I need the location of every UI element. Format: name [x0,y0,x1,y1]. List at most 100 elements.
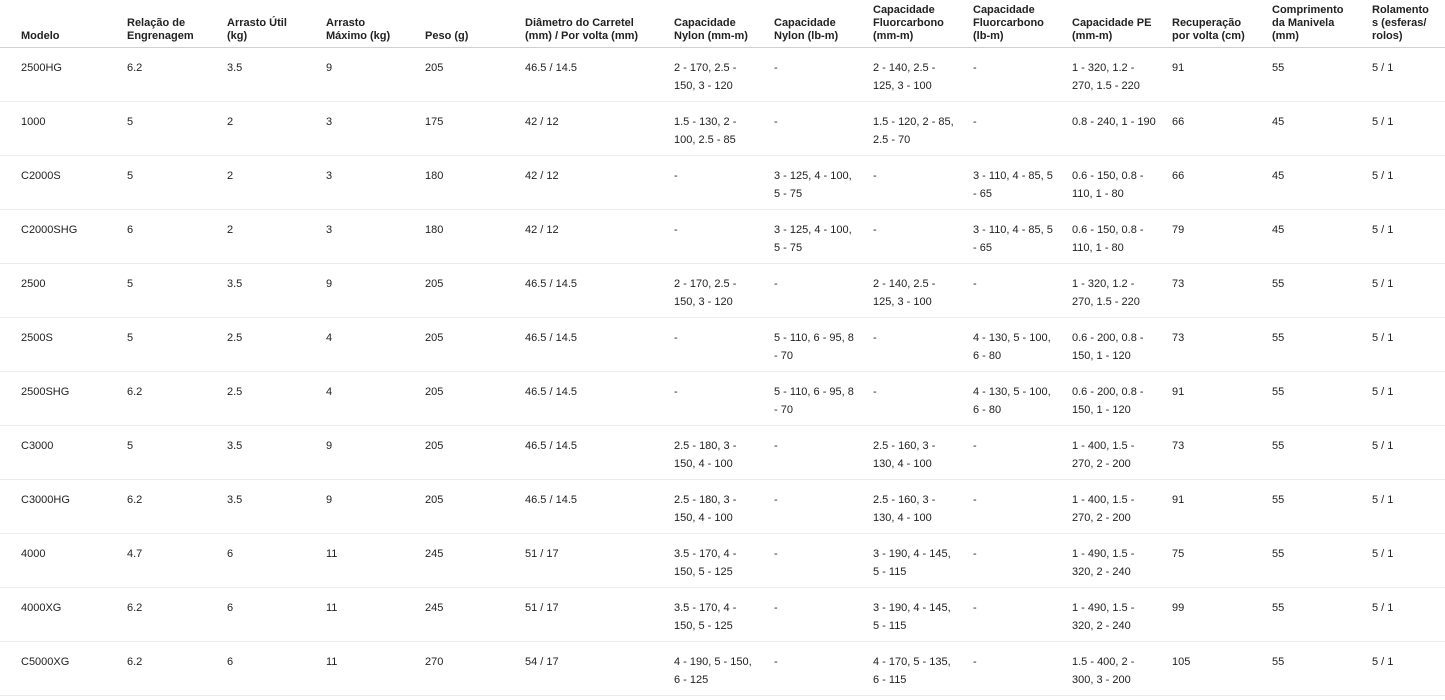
table-body: 2500HG 6.2 3.5 9 205 46.5 / 14.5 2 - 170, 2.5 … [0,47,1445,696]
table-cell: 91 [1172,371,1272,426]
table-cell: 1 - 490, 1.5 - 320, 2 - 240 [1072,587,1172,642]
table-cell: 205 [425,263,525,318]
table-cell: 5 / 1 [1372,533,1445,588]
table-cell: - [973,425,1072,480]
table-cell: 91 [1172,47,1272,102]
table-cell: - [774,425,873,480]
table-cell: 4 [326,371,425,426]
table-cell: 2 [227,101,326,156]
table-cell: 2 [227,209,326,264]
table-cell: 6.2 [127,641,227,696]
table-cell: C3000 [0,425,127,480]
table-cell: 1000 [0,101,127,156]
table-cell: 3 - 190, 4 - 145, 5 - 115 [873,533,973,588]
table-cell: 6.2 [127,587,227,642]
table-cell: - [774,47,873,102]
table-cell: 4 - 190, 5 - 150, 6 - 125 [674,641,774,696]
table-cell: 11 [326,641,425,696]
table-cell: - [674,317,774,372]
table-cell: C5000XG [0,641,127,696]
table-cell: 55 [1272,641,1372,696]
table-cell: 1.5 - 400, 2 - 300, 3 - 200 [1072,641,1172,696]
table-cell: - [873,317,973,372]
table-row: C3000HG 6.2 3.5 9 205 46.5 / 14.5 2.5 - 180, 3… [0,479,1445,534]
table-cell: 46.5 / 14.5 [525,47,674,102]
table-cell: 205 [425,317,525,372]
table-cell: 175 [425,101,525,156]
column-header: Capacidade PE (mm-m) [1072,0,1172,48]
table-cell: 9 [326,425,425,480]
column-header: Arrasto Útil (kg) [227,0,326,48]
table-cell: 11 [326,587,425,642]
table-cell: 0.6 - 150, 0.8 - 110, 1 - 80 [1072,209,1172,264]
table-cell: 79 [1172,209,1272,264]
table-cell: 46.5 / 14.5 [525,425,674,480]
table-cell: 5 [127,425,227,480]
table-cell: 73 [1172,263,1272,318]
table-cell: 2500S [0,317,127,372]
table-cell: 2 - 170, 2.5 - 150, 3 - 120 [674,47,774,102]
table-cell: 99 [1172,587,1272,642]
table-cell: 3 - 125, 4 - 100, 5 - 75 [774,209,873,264]
column-header: Relação de Engrenagem [127,0,227,48]
table-cell: - [774,101,873,156]
table-row: 2500S 5 2.5 4 205 46.5 / 14.5-5 - 110, 6 - 95… [0,317,1445,372]
table-cell: 205 [425,425,525,480]
table-cell: 0.6 - 150, 0.8 - 110, 1 - 80 [1072,155,1172,210]
table-cell: 6.2 [127,371,227,426]
table-cell: 51 / 17 [525,533,674,588]
column-header: Arrasto Máximo (kg) [326,0,425,48]
table-cell: - [973,479,1072,534]
table-cell: 46.5 / 14.5 [525,263,674,318]
table-cell: 5 / 1 [1372,425,1445,480]
table-row: 2500 5 3.5 9 205 46.5 / 14.5 2 - 170, 2.5 - 15… [0,263,1445,318]
table-cell: 0.6 - 200, 0.8 - 150, 1 - 120 [1072,371,1172,426]
table-cell: 1.5 - 130, 2 - 100, 2.5 - 85 [674,101,774,156]
table-cell: 4 - 130, 5 - 100, 6 - 80 [973,317,1072,372]
table-cell: 180 [425,209,525,264]
table-cell: 66 [1172,155,1272,210]
table-cell: 55 [1272,533,1372,588]
table-cell: 91 [1172,479,1272,534]
table-cell: 46.5 / 14.5 [525,479,674,534]
table-cell: 4 - 170, 5 - 135, 6 - 115 [873,641,973,696]
table-cell: 5 / 1 [1372,641,1445,696]
table-cell: 3 - 110, 4 - 85, 5 - 65 [973,209,1072,264]
table-cell: 3 [326,155,425,210]
table-cell: - [973,101,1072,156]
table-cell: 5 / 1 [1372,587,1445,642]
table-cell: - [973,587,1072,642]
table-cell: 3 [326,209,425,264]
table-cell: 6.2 [127,479,227,534]
table-cell: 6 [227,641,326,696]
table-row: C3000 5 3.5 9 205 46.5 / 14.5 2.5 - 180, 3 - 1… [0,425,1445,480]
table-cell: 3.5 - 170, 4 - 150, 5 - 125 [674,587,774,642]
table-cell: 5 [127,317,227,372]
table-cell: 5 - 110, 6 - 95, 8 - 70 [774,371,873,426]
table-cell: 55 [1272,371,1372,426]
table-cell: 2.5 [227,371,326,426]
table-cell: 205 [425,371,525,426]
table-cell: 55 [1272,425,1372,480]
table-cell: 0.8 - 240, 1 - 190 [1072,101,1172,156]
table-cell: 3.5 [227,47,326,102]
column-header: Capacidade Fluorcarbono (lb-m) [973,0,1072,48]
table-cell: 55 [1272,587,1372,642]
column-header: Capacidade Fluorcarbono (mm-m) [873,0,973,48]
table-cell: 2.5 [227,317,326,372]
table-cell: 5 [127,101,227,156]
table-cell: 46.5 / 14.5 [525,317,674,372]
table-cell: 2 - 140, 2.5 - 125, 3 - 100 [873,47,973,102]
table-cell: 51 / 17 [525,587,674,642]
table-cell: 3.5 - 170, 4 - 150, 5 - 125 [674,533,774,588]
table-cell: 245 [425,533,525,588]
table-cell: 9 [326,47,425,102]
table-cell: 55 [1272,47,1372,102]
table-cell: 0.6 - 200, 0.8 - 150, 1 - 120 [1072,317,1172,372]
table-cell: 5 / 1 [1372,155,1445,210]
table-cell: - [674,209,774,264]
table-cell: 45 [1272,155,1372,210]
table-cell: - [973,263,1072,318]
